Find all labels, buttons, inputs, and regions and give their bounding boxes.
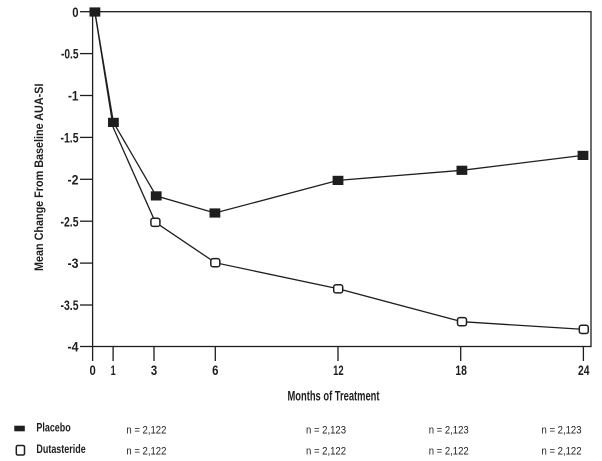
svg-text:1: 1	[111, 362, 116, 378]
svg-text:3: 3	[151, 362, 157, 378]
svg-text:Dutasteride: Dutasteride	[36, 442, 86, 456]
svg-text:0: 0	[72, 4, 78, 20]
svg-text:-0.5: -0.5	[61, 46, 79, 62]
svg-text:-4: -4	[68, 339, 79, 355]
svg-text:24: 24	[578, 362, 590, 378]
svg-text:-3: -3	[68, 255, 79, 271]
svg-text:n = 2,122: n = 2,122	[306, 446, 346, 458]
svg-text:-2: -2	[68, 171, 79, 187]
svg-text:18: 18	[455, 362, 467, 378]
svg-text:12: 12	[333, 362, 344, 378]
svg-text:-2.5: -2.5	[61, 213, 79, 229]
svg-text:n = 2,123: n = 2,123	[429, 425, 469, 437]
svg-text:-1.5: -1.5	[61, 130, 79, 146]
svg-text:n = 2,122: n = 2,122	[126, 446, 166, 458]
svg-text:n = 2,122: n = 2,122	[542, 446, 582, 458]
svg-text:Mean Change From Baseline AUA-: Mean Change From Baseline AUA-SI	[32, 84, 46, 271]
svg-text:-1: -1	[68, 88, 79, 104]
svg-text:0: 0	[89, 362, 95, 378]
svg-text:n = 2,122: n = 2,122	[429, 446, 469, 458]
svg-text:n = 2,123: n = 2,123	[542, 425, 582, 437]
svg-text:n = 2,122: n = 2,122	[126, 425, 166, 437]
svg-text:6: 6	[212, 362, 218, 378]
svg-text:-3.5: -3.5	[61, 297, 79, 313]
svg-text:Months of Treatment: Months of Treatment	[288, 388, 380, 404]
svg-text:n = 2,123: n = 2,123	[306, 425, 346, 437]
svg-text:Placebo: Placebo	[36, 421, 70, 435]
